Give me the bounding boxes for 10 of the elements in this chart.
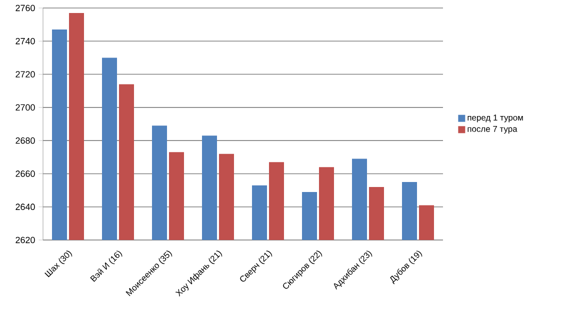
y-tick-label: 2760 [16, 4, 35, 12]
y-tick-label: 2700 [16, 104, 35, 111]
y-tick-label: 2680 [16, 137, 35, 144]
legend-label: перед 1 туром [468, 114, 523, 122]
y-tick-label: 2740 [16, 38, 35, 44]
y-tick-label: 2640 [16, 204, 35, 210]
y-tick-label: 2660 [16, 170, 35, 177]
y-tick-label: 2720 [16, 71, 35, 78]
y-tick-label: 2620 [16, 236, 35, 244]
legend-label: после 7 тура [468, 126, 518, 134]
